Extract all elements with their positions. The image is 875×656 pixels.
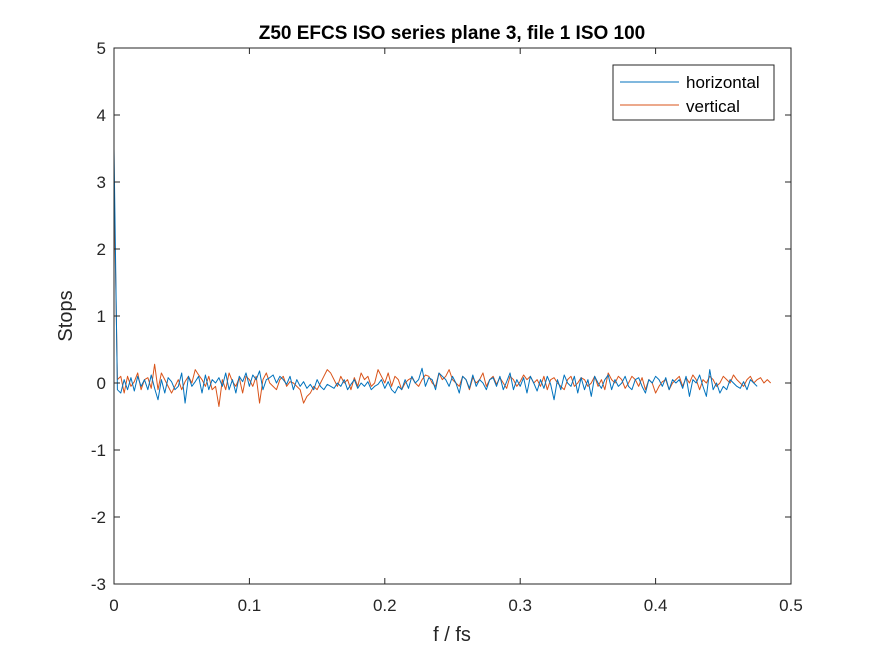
y-tick-label: 0: [97, 374, 106, 393]
y-tick-label: 2: [97, 240, 106, 259]
ticks-layer: 0 0.1 0.2 0.3 0.4 0.5 -3 -2 -1 0 1 2 3 4 5: [91, 39, 803, 615]
y-tick-label: 3: [97, 173, 106, 192]
legend-label-vertical: vertical: [686, 97, 740, 116]
y-tick-label: 5: [97, 39, 106, 58]
x-tick-label: 0.1: [238, 596, 262, 615]
x-tick-label: 0.4: [644, 596, 668, 615]
y-tick-label: 1: [97, 307, 106, 326]
series-layer: [113, 148, 772, 407]
chart-title: Z50 EFCS ISO series plane 3, file 1 ISO …: [259, 23, 646, 44]
x-axis-label: f / fs: [433, 624, 471, 646]
legend: horizontal vertical: [612, 64, 775, 121]
y-tick-label: 4: [97, 106, 106, 125]
series-line-horizontal: [113, 148, 758, 404]
y-tick-label: -1: [91, 441, 106, 460]
x-tick-label: 0.5: [779, 596, 803, 615]
x-tick-label: 0.2: [373, 596, 397, 615]
plot-area: [114, 48, 791, 584]
legend-box: [612, 64, 775, 121]
y-tick-label: -3: [91, 575, 106, 594]
y-tick-label: -2: [91, 508, 106, 527]
x-tick-label: 0: [109, 596, 118, 615]
x-tick-label: 0.3: [508, 596, 532, 615]
legend-label-horizontal: horizontal: [686, 73, 760, 92]
y-axis-label: Stops: [55, 290, 77, 341]
